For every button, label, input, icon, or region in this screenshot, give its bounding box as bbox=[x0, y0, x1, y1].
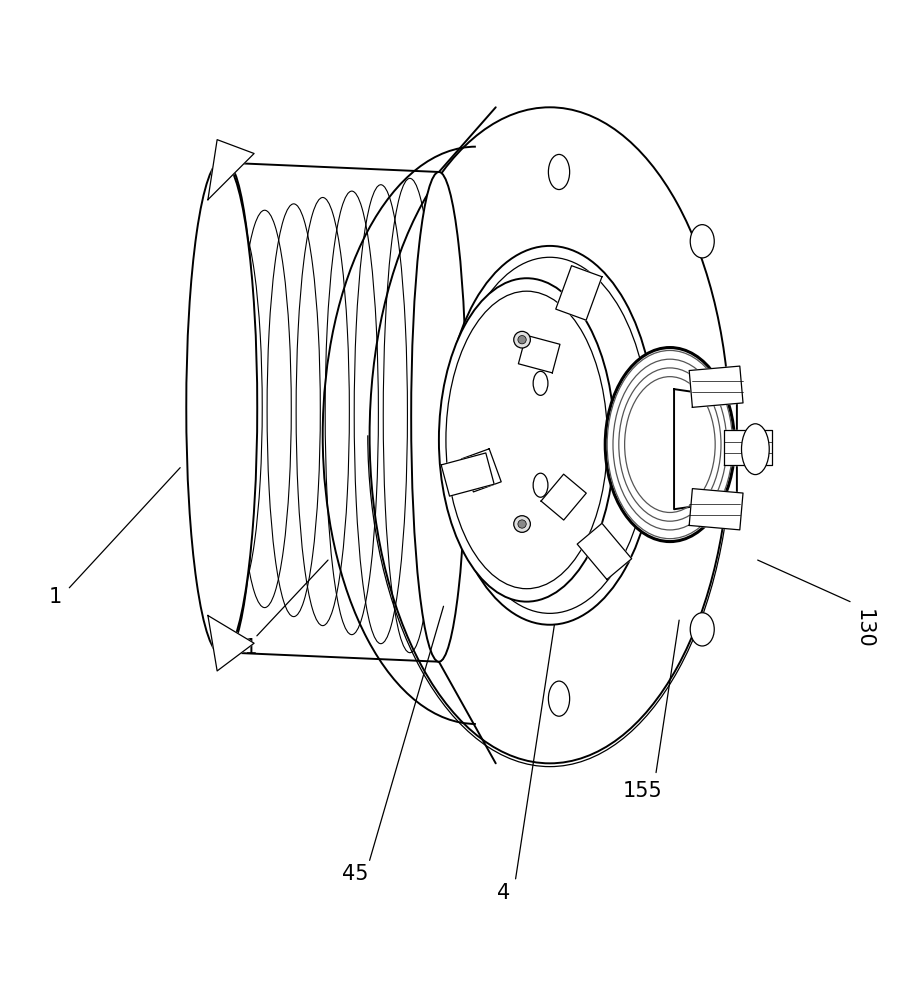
Ellipse shape bbox=[605, 348, 735, 542]
Ellipse shape bbox=[690, 613, 714, 646]
Ellipse shape bbox=[187, 160, 257, 655]
Ellipse shape bbox=[549, 154, 569, 190]
Ellipse shape bbox=[549, 681, 569, 716]
Ellipse shape bbox=[517, 336, 527, 344]
Ellipse shape bbox=[370, 107, 730, 763]
Polygon shape bbox=[689, 489, 743, 530]
Text: 91: 91 bbox=[232, 638, 258, 658]
Polygon shape bbox=[461, 449, 501, 492]
Polygon shape bbox=[518, 335, 560, 373]
Text: 155: 155 bbox=[622, 781, 663, 801]
Polygon shape bbox=[208, 140, 254, 200]
Ellipse shape bbox=[533, 473, 548, 497]
Text: 4: 4 bbox=[497, 883, 510, 903]
Polygon shape bbox=[578, 523, 632, 579]
Ellipse shape bbox=[517, 520, 527, 528]
Ellipse shape bbox=[197, 163, 256, 652]
Ellipse shape bbox=[444, 246, 656, 625]
Polygon shape bbox=[541, 474, 586, 520]
Ellipse shape bbox=[514, 516, 530, 532]
Ellipse shape bbox=[411, 172, 467, 662]
Polygon shape bbox=[675, 389, 737, 509]
Polygon shape bbox=[724, 430, 772, 465]
Ellipse shape bbox=[741, 424, 769, 475]
Text: 1: 1 bbox=[49, 587, 62, 607]
Ellipse shape bbox=[533, 371, 548, 395]
Polygon shape bbox=[689, 366, 743, 407]
Polygon shape bbox=[441, 453, 494, 496]
Text: 45: 45 bbox=[343, 864, 369, 884]
Ellipse shape bbox=[514, 331, 530, 348]
Ellipse shape bbox=[439, 278, 614, 602]
Text: 130: 130 bbox=[854, 609, 874, 649]
Ellipse shape bbox=[690, 225, 714, 258]
Polygon shape bbox=[208, 616, 254, 671]
Polygon shape bbox=[555, 266, 602, 320]
